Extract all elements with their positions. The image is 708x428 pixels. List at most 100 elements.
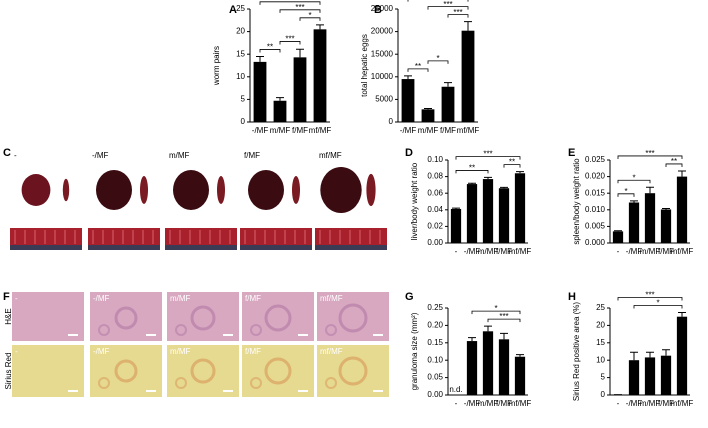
error-bar [276, 97, 284, 101]
significance-label: ** [267, 43, 273, 52]
y-tick-label: 0 [241, 117, 246, 126]
bar [628, 360, 640, 395]
significance-bracket [633, 305, 683, 309]
ruler-edge [240, 245, 312, 250]
bar [441, 86, 455, 122]
column-label: f/MF [244, 151, 260, 160]
ruler-edge [165, 245, 237, 250]
y-axis-label: Sirius Red positive area (%) [572, 302, 581, 401]
x-tick-label: -/MF [464, 399, 481, 408]
granuloma [264, 357, 292, 385]
x-tick-label: -/MF [400, 126, 417, 135]
x-tick-label: - [617, 399, 620, 408]
error-bar [516, 354, 524, 357]
liver-photo [320, 167, 362, 213]
significance-label: * [632, 173, 635, 182]
bar [676, 316, 688, 395]
error-bar [424, 107, 432, 110]
significance-bracket [617, 179, 651, 184]
y-tick-label: 0.04 [427, 205, 443, 214]
column-label: f/MF [245, 347, 261, 356]
ruler-photo [88, 228, 160, 250]
panel-letter: F [3, 291, 10, 303]
error-bar [484, 176, 492, 180]
y-tick-label: 0.25 [427, 303, 443, 312]
x-tick-label: m/MF [640, 399, 661, 408]
x-tick-label: -/MF [626, 399, 643, 408]
error-bar [256, 55, 264, 62]
x-tick-label: m/MF [478, 247, 499, 256]
x-tick-label: mf/MF [457, 126, 480, 135]
liver-photo [21, 174, 51, 206]
y-axis-label: liver/body weight ratio [410, 162, 419, 240]
ruler-photo [240, 228, 312, 250]
x-tick-label: f/MF [658, 399, 674, 408]
granuloma [264, 304, 292, 332]
y-tick-label: 25 [596, 303, 605, 312]
row-label: H&E [4, 308, 13, 324]
column-label: mf/MF [320, 294, 343, 303]
y-axis-label: total hepatic eggs [360, 34, 369, 97]
error-bar [630, 351, 638, 361]
column-label: f/MF [245, 294, 261, 303]
liver-photo [173, 170, 209, 210]
error-bar [662, 207, 670, 210]
bar [461, 30, 475, 122]
significance-bracket [427, 60, 449, 64]
x-tick-label: m/MF [418, 126, 439, 135]
error-bar [468, 182, 476, 185]
ruler-edge [10, 245, 82, 250]
error-bar [444, 82, 452, 87]
panel-letter: A [229, 4, 237, 16]
x-tick-label: -/MF [464, 247, 481, 256]
granuloma [98, 377, 110, 389]
granuloma [338, 356, 368, 386]
y-tick-label: 0.010 [585, 205, 606, 214]
granuloma [175, 324, 187, 336]
bar [514, 356, 526, 395]
bar [498, 188, 510, 243]
significance-bracket [455, 170, 489, 174]
significance-label: ** [469, 164, 475, 173]
y-tick-label: 0.10 [427, 355, 443, 364]
bar [466, 184, 478, 243]
column-label: mf/MF [320, 347, 343, 356]
significance-bracket [299, 17, 321, 21]
significance-label: *** [499, 312, 508, 321]
x-tick-label: m/MF [640, 247, 661, 256]
error-bar [516, 171, 524, 174]
error-bar [484, 325, 492, 332]
significance-label: *** [443, 0, 452, 9]
error-bar [452, 207, 460, 209]
y-axis-label: spleen/body weight ratio [572, 158, 581, 245]
y-tick-label: 10000 [371, 72, 394, 81]
bar [644, 357, 656, 395]
error-bar [500, 186, 508, 189]
panel-letter: E [568, 147, 575, 159]
significance-bracket [259, 1, 321, 5]
bar [253, 61, 267, 122]
x-tick-label: m/MF [270, 126, 291, 135]
significance-label: * [624, 187, 627, 196]
y-axis-label: worm pairs [212, 46, 221, 86]
error-bar [630, 200, 638, 203]
x-tick-label: -/MF [626, 247, 643, 256]
y-tick-label: 20000 [371, 27, 394, 36]
panel-letter: C [3, 147, 11, 159]
significance-bracket [617, 193, 635, 197]
y-tick-label: 15 [236, 49, 245, 58]
granuloma [190, 358, 216, 384]
significance-label: ** [415, 62, 421, 71]
bar [421, 109, 435, 122]
x-tick-label: - [617, 247, 620, 256]
y-tick-label: 20 [236, 27, 245, 36]
x-tick-label: f/MF [440, 126, 456, 135]
ruler-edge [315, 245, 387, 250]
bar [676, 176, 688, 243]
x-tick-label: mf/MF [509, 399, 532, 408]
x-tick-label: mf/MF [509, 247, 532, 256]
x-tick-label: f/MF [292, 126, 308, 135]
y-tick-label: 15000 [371, 49, 394, 58]
bar [482, 331, 494, 395]
bar [313, 29, 327, 123]
